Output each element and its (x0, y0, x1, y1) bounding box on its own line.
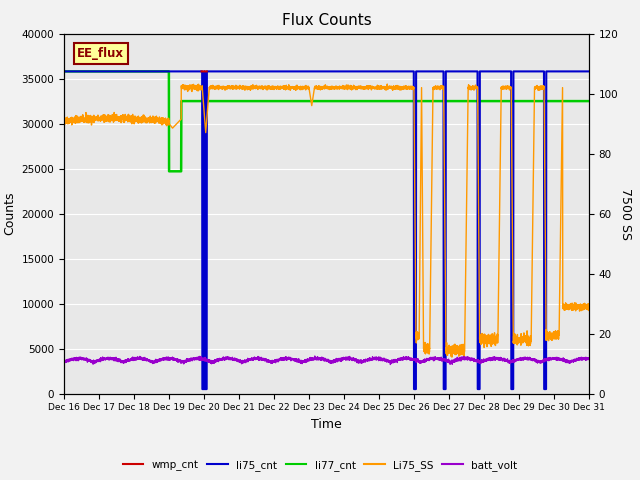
Title: Flux Counts: Flux Counts (282, 13, 371, 28)
Y-axis label: 7500 SS: 7500 SS (619, 188, 632, 240)
Y-axis label: Counts: Counts (3, 192, 16, 235)
Legend: wmp_cnt, li75_cnt, li77_cnt, Li75_SS, batt_volt: wmp_cnt, li75_cnt, li77_cnt, Li75_SS, ba… (118, 456, 522, 475)
X-axis label: Time: Time (311, 418, 342, 431)
Text: EE_flux: EE_flux (77, 47, 124, 60)
